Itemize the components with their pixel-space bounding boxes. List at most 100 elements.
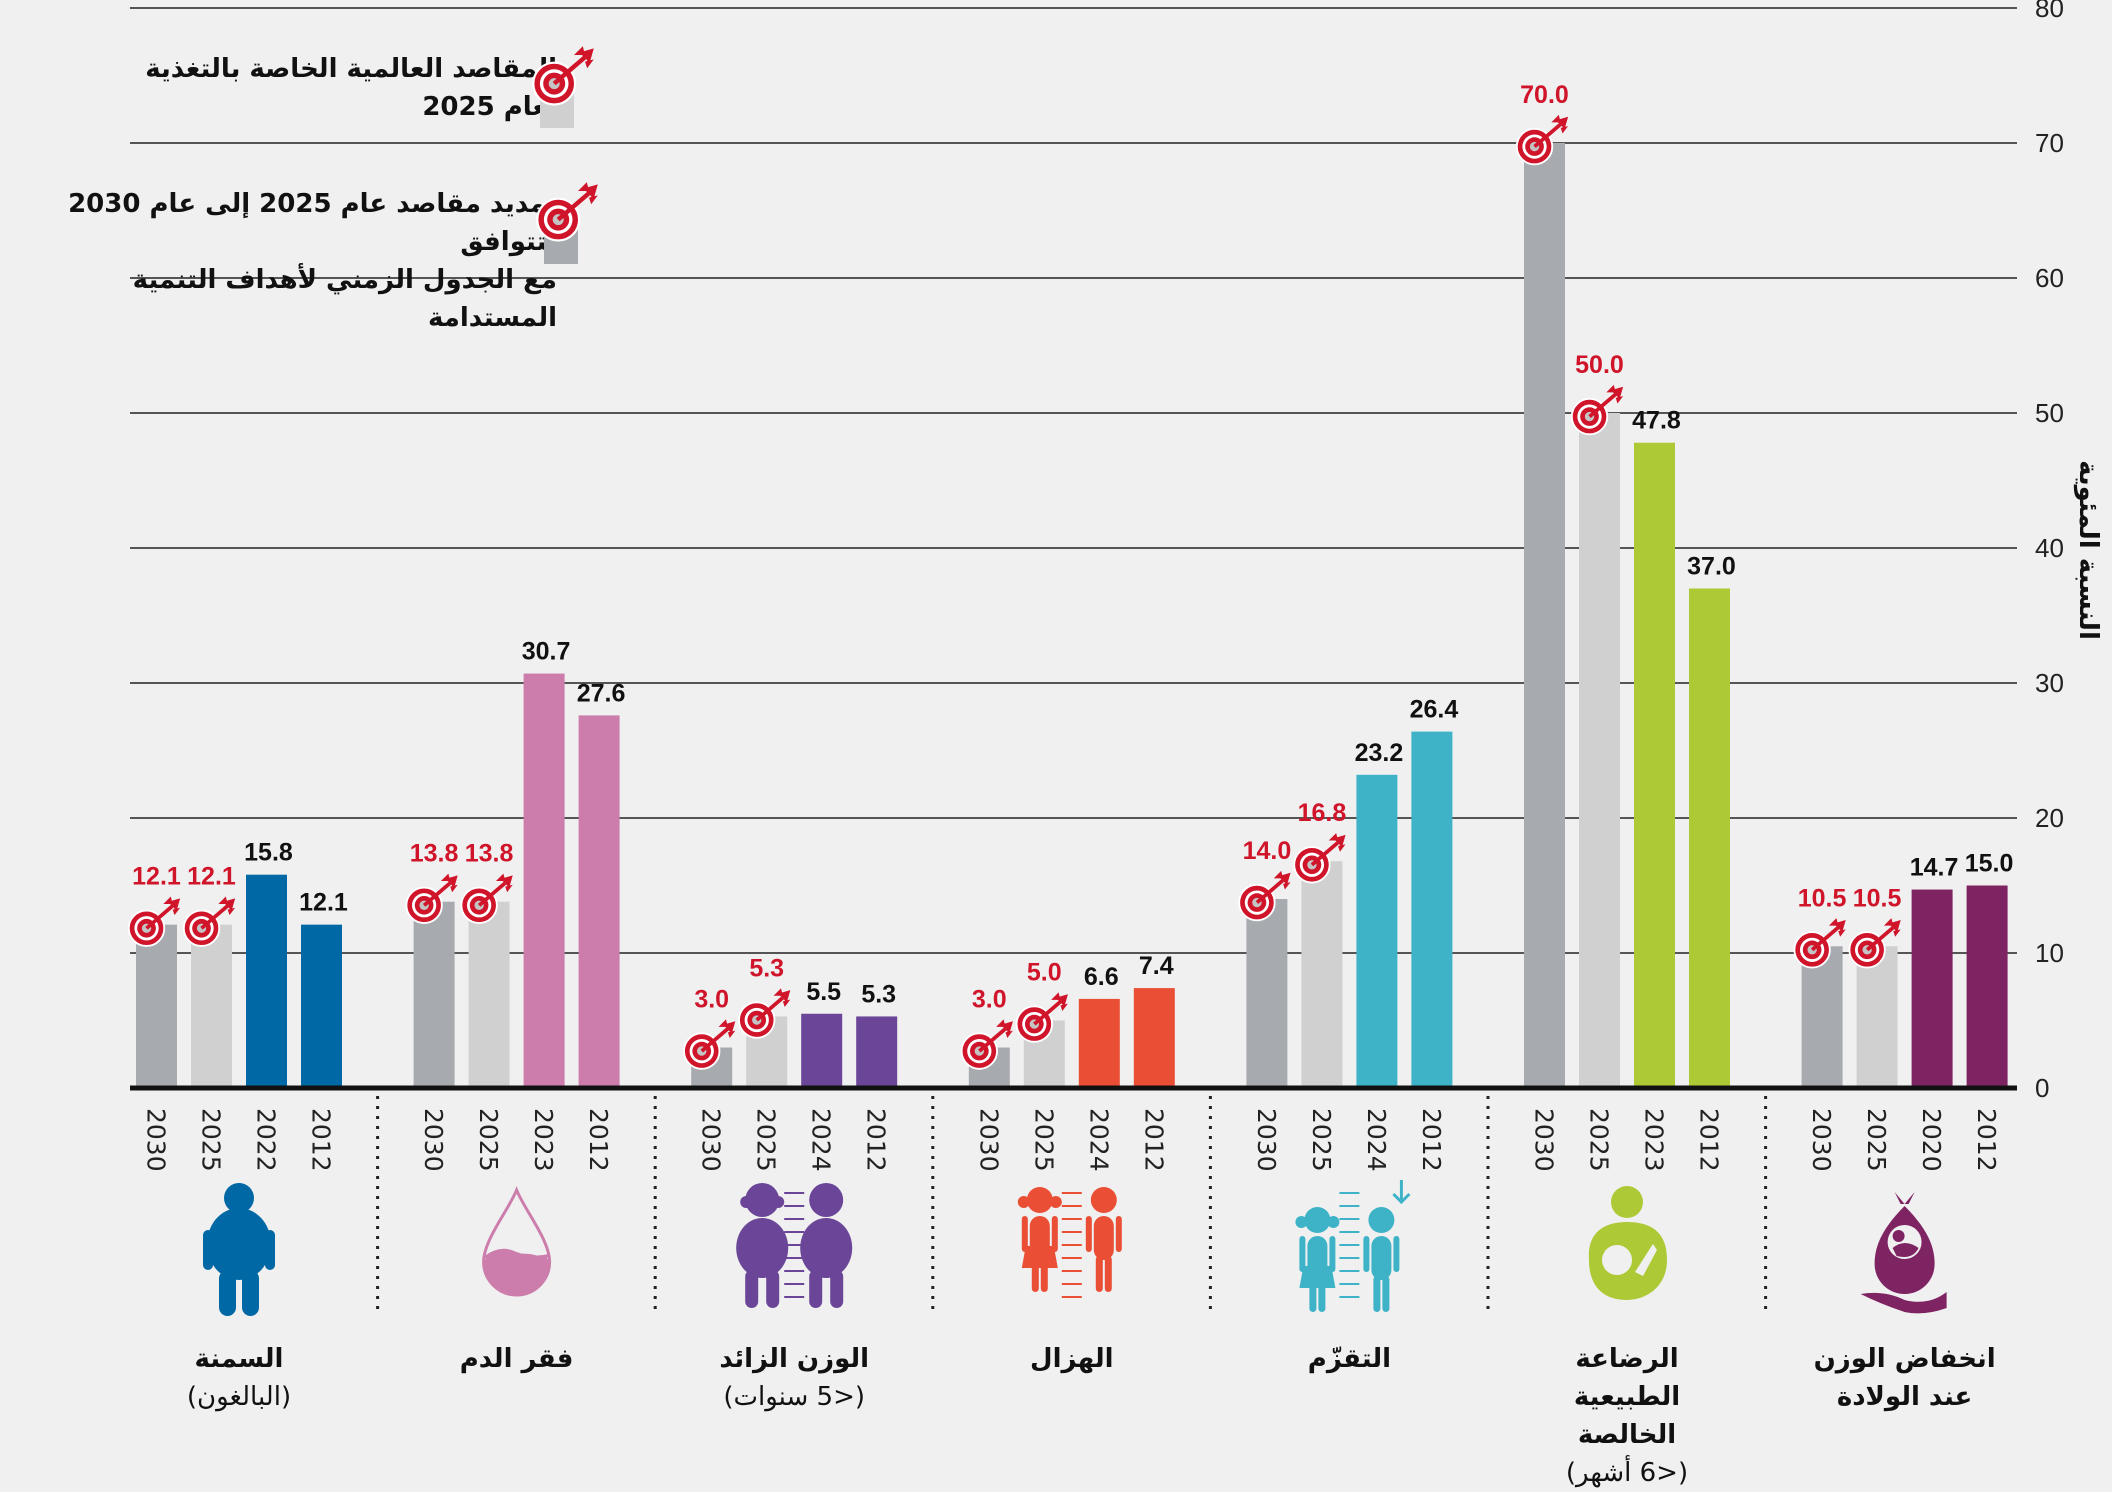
category-label: الرضاعة الطبيعية الخالصة (<6 أشهر)	[1497, 1340, 1757, 1492]
value-label: 3.0	[972, 986, 1007, 1014]
overweight-children-icon-part	[809, 1270, 823, 1308]
category-name: الوزن الزائد	[719, 1344, 870, 1374]
bars	[136, 143, 2008, 1088]
height-ruler-tick	[1339, 1270, 1360, 1272]
value-labels: 12.1 12.115.812.113.8 13.830.727.63.05.35.…	[132, 81, 2013, 1014]
stunted-children-icon	[1295, 1180, 1411, 1312]
height-ruler-tick	[784, 1283, 805, 1285]
category-subtitle: (البالغون)	[186, 1382, 292, 1412]
bar	[801, 1013, 843, 1088]
breastfeeding-icon-part	[1635, 1244, 1657, 1276]
height-ruler-tick	[1061, 1244, 1082, 1246]
value-label: 16.8	[1298, 799, 1347, 827]
category-label: التقزّم	[1219, 1340, 1479, 1378]
category-name: الرضاعة الطبيعية الخالصة	[1573, 1344, 1681, 1450]
overweight-children-icon-part	[766, 1270, 780, 1308]
wasted-children-icon-part	[1090, 1187, 1117, 1213]
year-label: 2012	[862, 1108, 891, 1172]
bar	[1579, 413, 1620, 1088]
wasted-children-icon-part	[1051, 1216, 1058, 1252]
category-label: الهزال	[942, 1340, 1202, 1378]
bar	[1411, 731, 1453, 1088]
y-tick-label: 40	[2035, 533, 2064, 563]
y-tick-label: 50	[2035, 398, 2064, 428]
low-birthweight-icon	[1860, 1192, 1947, 1314]
value-label: 6.6	[1084, 963, 1119, 991]
value-label: 5.0	[1027, 959, 1062, 987]
year-label: 2022	[252, 1108, 281, 1172]
wasted-children-icon-part	[1095, 1256, 1103, 1292]
stunted-children-icon-part	[1304, 1207, 1331, 1233]
obese-person-icon-part	[219, 1270, 236, 1316]
low-birthweight-icon-part	[1892, 1243, 1919, 1257]
height-ruler-tick	[1061, 1270, 1082, 1272]
wasted-children-icon-part	[1049, 1196, 1062, 1208]
value-label: 27.6	[577, 679, 626, 707]
blood-drop-icon-part	[483, 1253, 550, 1296]
bar	[1133, 988, 1175, 1088]
wasted-children-icon	[1017, 1187, 1122, 1298]
bar	[1634, 442, 1675, 1088]
year-label: 2025	[474, 1108, 503, 1172]
bar	[136, 924, 177, 1088]
value-label: 14.0	[1243, 837, 1292, 865]
height-ruler-tick	[784, 1296, 805, 1298]
obese-person-icon-part	[242, 1270, 259, 1316]
year-label: 2012	[1139, 1108, 1168, 1172]
height-ruler-tick	[784, 1231, 805, 1233]
year-label: 2012	[1972, 1108, 2001, 1172]
category-name: التقزّم	[1307, 1344, 1391, 1374]
bar	[468, 901, 510, 1088]
year-label: 2025	[197, 1108, 226, 1172]
y-tick-label: 20	[2035, 803, 2064, 833]
y-axis-title: النسبة المئوية	[2073, 460, 2103, 640]
value-label: 13.8	[410, 840, 459, 868]
year-label: 2024	[1084, 1108, 1113, 1172]
bar	[413, 901, 455, 1088]
bar	[1689, 588, 1730, 1088]
category-label: انخفاض الوزن عند الولادة	[1775, 1340, 2035, 1416]
category-icons	[203, 1180, 1947, 1316]
group-dividers	[376, 1096, 1768, 1312]
overweight-children-icon-part	[745, 1270, 759, 1308]
height-ruler-tick	[1339, 1296, 1360, 1298]
height-ruler-tick	[1061, 1296, 1082, 1298]
bar	[856, 1016, 898, 1088]
height-ruler-tick	[1061, 1192, 1082, 1194]
stunted-children-icon-part	[1299, 1236, 1306, 1272]
value-label: 26.4	[1410, 696, 1459, 724]
bar	[1246, 899, 1288, 1088]
low-birthweight-icon-part	[1892, 1230, 1905, 1242]
bar	[1966, 885, 2008, 1088]
value-label: 50.0	[1575, 351, 1624, 379]
bar	[1078, 998, 1120, 1088]
year-label: 2030	[1252, 1108, 1281, 1172]
height-ruler-tick	[1061, 1231, 1082, 1233]
wasted-children-icon-part	[1021, 1216, 1028, 1252]
height-ruler-tick	[784, 1205, 805, 1207]
year-label: 2012	[584, 1108, 613, 1172]
year-label: 2012	[307, 1108, 336, 1172]
breastfeeding-icon-part	[1602, 1245, 1632, 1275]
bar	[1301, 861, 1343, 1088]
height-ruler-tick	[784, 1270, 805, 1272]
wasted-children-icon-part	[1093, 1216, 1114, 1260]
stunted-children-icon-part	[1382, 1276, 1390, 1312]
year-label: 2023	[529, 1108, 558, 1172]
stunted-children-icon-part	[1393, 1236, 1400, 1272]
height-ruler-tick	[1339, 1257, 1360, 1259]
year-label: 2012	[1417, 1108, 1446, 1172]
value-label: 15.8	[244, 839, 293, 867]
value-label: 10.5	[1798, 884, 1847, 912]
wasted-children-icon-part	[1104, 1256, 1112, 1292]
category-subtitle: (<6 أشهر)	[1565, 1458, 1689, 1488]
overweight-children-icon-part	[736, 1218, 789, 1278]
year-label: 2025	[752, 1108, 781, 1172]
legend-text-line2: مع الجدول الزمني لأهداف التنمية المستدام…	[132, 265, 557, 333]
low-birthweight-icon-part	[1894, 1192, 1915, 1204]
value-label: 13.8	[465, 840, 514, 868]
nutrition-targets-chart: 12.1 12.115.812.113.8 13.830.727.63.05.35.…	[126, 0, 2064, 1316]
legend-text-line2: لعام 2025	[422, 92, 557, 122]
y-tick-label: 10	[2035, 938, 2064, 968]
legend-text-line1: المقاصد العالمية الخاصة بالتغذية	[145, 54, 557, 84]
